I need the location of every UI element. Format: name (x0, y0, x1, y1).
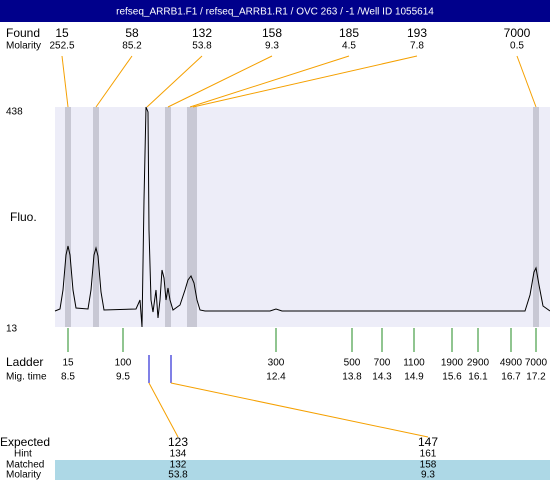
peak-molarity: 85.2 (122, 41, 142, 52)
expected-connector (148, 382, 179, 438)
peak-connector (189, 55, 350, 108)
ladder-time: 14.9 (404, 372, 424, 383)
title: refseq_ARRB1.F1 / refseq_ARRB1.R1 / OVC … (116, 7, 434, 18)
peak-connector (95, 55, 133, 108)
peak-connector (146, 55, 203, 108)
hint-label: Hint (14, 449, 32, 460)
peak-band (533, 107, 539, 327)
peak-molarity: 4.5 (342, 41, 356, 52)
matched-rows (55, 460, 550, 480)
peak-molarity: 252.5 (49, 41, 74, 52)
plot-area (55, 107, 550, 327)
peak-molarity: 0.5 (510, 41, 524, 52)
peak-size: 193 (407, 26, 427, 40)
ladder-size: 1900 (441, 358, 464, 369)
axis-bottom: 13 (6, 324, 18, 335)
peak-molarity: 53.8 (192, 41, 212, 52)
expected-label: Expected (0, 435, 50, 449)
peak-connector (61, 55, 69, 108)
molarity-row-label: Molarity (6, 470, 41, 480)
ladder-time: 9.5 (116, 372, 130, 383)
expected-size: 147 (418, 435, 438, 449)
ladder-time: 15.6 (442, 372, 462, 383)
peak-band (189, 107, 197, 327)
axis-label: Fluo. (10, 210, 37, 224)
ladder-time: 8.5 (61, 372, 75, 383)
ladder-time: 12.4 (266, 372, 286, 383)
ladder-time: 14.3 (372, 372, 392, 383)
ladder-size: 100 (115, 358, 132, 369)
ladder-time: 17.2 (526, 372, 546, 383)
ladder-time: 16.7 (501, 372, 521, 383)
peak-band (93, 107, 99, 327)
peak-size: 158 (262, 26, 282, 40)
peak-size: 185 (339, 26, 359, 40)
expected-size: 123 (168, 435, 188, 449)
axis-top: 438 (6, 107, 23, 118)
peak-molarity: 9.3 (265, 41, 279, 52)
peak-connector (516, 55, 537, 108)
matched: 132 (170, 460, 187, 471)
peak-connector (167, 55, 273, 108)
peak-connector (192, 55, 418, 108)
ladder-size: 500 (344, 358, 361, 369)
matched: 158 (420, 460, 437, 471)
ladder-size: 1100 (403, 358, 425, 369)
hint: 134 (170, 449, 187, 460)
matched-molarity: 53.8 (168, 470, 188, 480)
peak-band (65, 107, 71, 327)
molarity-label: Molarity (6, 41, 41, 52)
mig-time-label: Mig. time (6, 372, 47, 383)
ladder-time: 16.1 (468, 372, 488, 383)
ladder-size: 4900 (500, 358, 523, 369)
found-label: Found (6, 26, 40, 40)
ladder-size: 300 (268, 358, 285, 369)
hint: 161 (420, 449, 437, 460)
matched-molarity: 9.3 (421, 470, 435, 480)
ladder-size: 7000 (525, 358, 548, 369)
ladder-size: 15 (62, 358, 74, 369)
ladder-size: 2900 (467, 358, 490, 369)
peak-size: 15 (55, 26, 69, 40)
peak-size: 7000 (504, 26, 531, 40)
peak-molarity: 7.8 (410, 41, 424, 52)
ladder-time: 13.8 (342, 372, 362, 383)
peak-size: 132 (192, 26, 212, 40)
trace (54, 106, 550, 328)
ladder-label: Ladder (6, 355, 43, 369)
expected-connector (170, 382, 429, 438)
ladder-size: 700 (374, 358, 391, 369)
matched-label: Matched (6, 460, 44, 471)
title-bar (0, 0, 550, 22)
peak-band (165, 107, 171, 327)
peak-size: 58 (125, 26, 139, 40)
